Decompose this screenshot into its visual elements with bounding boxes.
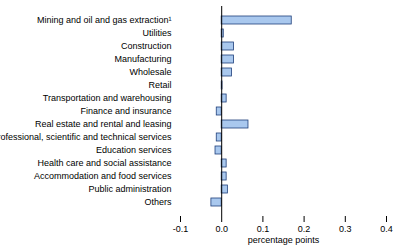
svg-text:0.2: 0.2 bbox=[298, 224, 311, 234]
svg-text:Construction: Construction bbox=[121, 41, 172, 51]
svg-text:Public administration: Public administration bbox=[88, 184, 171, 194]
svg-text:Wholesale: Wholesale bbox=[129, 67, 171, 77]
svg-text:Retail: Retail bbox=[148, 80, 171, 90]
svg-text:percentage points: percentage points bbox=[248, 235, 320, 245]
svg-text:Manufacturing: Manufacturing bbox=[114, 54, 171, 64]
svg-text:0.4: 0.4 bbox=[380, 224, 393, 234]
svg-text:Education services: Education services bbox=[96, 145, 172, 155]
svg-text:Accommodation and food service: Accommodation and food services bbox=[34, 171, 172, 181]
svg-text:Professional, scientific and t: Professional, scientific and technical s… bbox=[0, 132, 172, 142]
svg-text:0.1: 0.1 bbox=[257, 224, 270, 234]
svg-text:0.0: 0.0 bbox=[215, 224, 228, 234]
svg-text:Health care and social assista: Health care and social assistance bbox=[37, 158, 171, 168]
svg-text:Real estate and rental and lea: Real estate and rental and leasing bbox=[35, 119, 172, 129]
svg-text:Finance and insurance: Finance and insurance bbox=[80, 106, 171, 116]
svg-text:Transportation and warehousing: Transportation and warehousing bbox=[43, 93, 172, 103]
svg-text:0.3: 0.3 bbox=[339, 224, 352, 234]
svg-text:Utilities: Utilities bbox=[142, 28, 172, 38]
svg-text:-0.1: -0.1 bbox=[173, 224, 189, 234]
svg-text:Mining and oil and gas extract: Mining and oil and gas extraction¹ bbox=[37, 15, 172, 25]
svg-text:Others: Others bbox=[144, 197, 172, 207]
